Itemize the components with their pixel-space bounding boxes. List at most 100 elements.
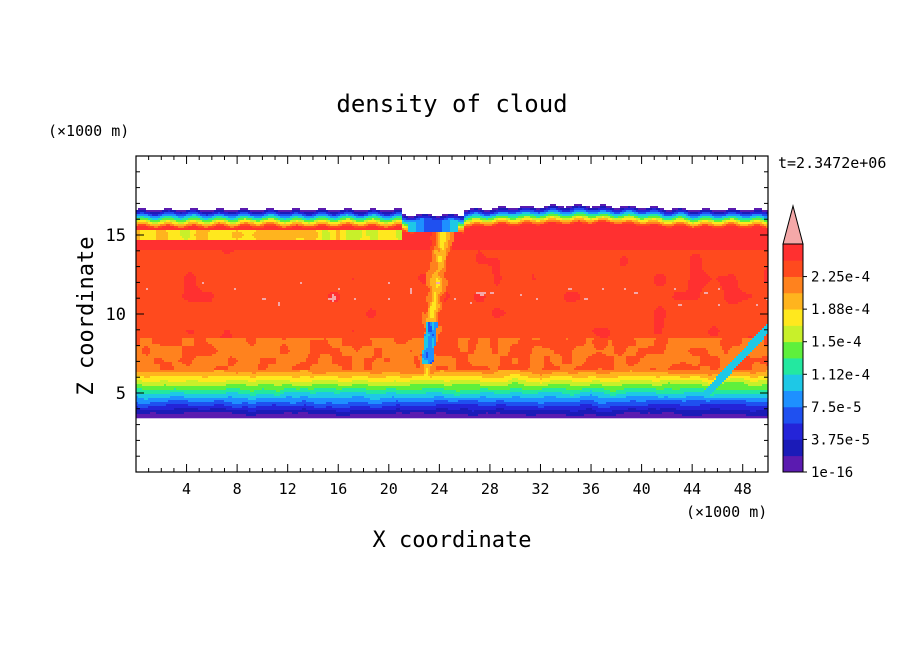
contour-cell — [426, 298, 432, 301]
contour-cell — [280, 346, 288, 349]
contour-cell — [752, 214, 762, 217]
contour-cell — [342, 216, 352, 219]
contour-cell — [512, 360, 518, 363]
contour-cell — [448, 408, 460, 411]
contour-cell — [702, 380, 714, 383]
contour-cell — [422, 356, 426, 359]
contour-cell — [518, 222, 522, 225]
contour-cell — [426, 296, 432, 299]
contour-cell — [486, 296, 564, 299]
contour-cell — [154, 360, 164, 363]
contour-cell — [136, 312, 366, 315]
contour-cell — [722, 224, 726, 227]
contour-cell — [294, 212, 298, 215]
contour-cell — [164, 384, 166, 387]
contour-cell — [230, 252, 432, 255]
x-axis-ticks: 4 8 12 16 20 24 28 32 36 40 44 48 — [148, 156, 756, 498]
contour-cell — [576, 346, 594, 349]
contour-cell — [336, 218, 340, 221]
contour-cell — [584, 298, 588, 301]
contour-cell — [734, 368, 752, 371]
contour-cell — [346, 210, 348, 213]
contour-cell — [474, 352, 492, 355]
contour-cell — [422, 318, 426, 321]
contour-cell — [258, 364, 268, 367]
contour-cell — [412, 376, 430, 379]
contour-cell — [176, 214, 186, 217]
contour-cell — [394, 208, 402, 211]
contour-cell — [150, 220, 160, 223]
contour-cell — [310, 368, 342, 371]
contour-cell — [572, 350, 614, 353]
contour-cell — [300, 370, 308, 373]
contour-cell — [216, 220, 224, 223]
contour-cell — [464, 230, 768, 233]
contour-cell — [346, 236, 362, 239]
contour-cell — [180, 232, 190, 235]
contour-cell — [296, 220, 298, 223]
contour-cell — [346, 230, 362, 233]
contour-cell — [486, 218, 488, 221]
contour-cell — [740, 214, 752, 217]
contour-cell — [756, 304, 758, 307]
contour-cell — [312, 380, 338, 383]
contour-cell — [422, 314, 428, 317]
contour-cell — [174, 388, 176, 391]
contour-cell — [530, 366, 544, 369]
contour-cell — [488, 388, 510, 391]
contour-cell — [424, 338, 428, 341]
contour-cell — [420, 218, 424, 221]
contour-cell — [698, 364, 720, 367]
contour-cell — [446, 236, 450, 239]
contour-cell — [714, 394, 768, 397]
contour-cell — [350, 218, 354, 221]
contour-cell — [436, 354, 468, 357]
contour-cell — [156, 236, 168, 239]
contour-cell — [136, 264, 430, 267]
contour-cell — [414, 232, 432, 235]
contour-cell — [636, 408, 648, 411]
contour-cell — [240, 224, 250, 227]
contour-cell — [370, 406, 382, 409]
contour-cell — [428, 286, 432, 289]
contour-cell — [422, 214, 428, 217]
contour-cell — [194, 344, 212, 347]
contour-cell — [392, 396, 394, 399]
contour-cell — [422, 322, 426, 325]
contour-cell — [434, 396, 444, 399]
contour-cell — [464, 222, 470, 225]
contour-cell — [380, 398, 768, 401]
y-axis-label: Z coordinate — [74, 237, 99, 396]
contour-cell — [382, 372, 400, 375]
contour-cell — [364, 396, 392, 399]
contour-cell — [198, 222, 204, 225]
contour-cell — [596, 414, 616, 417]
contour-cell — [548, 384, 570, 387]
contour-cell — [598, 208, 610, 211]
contour-cell — [136, 350, 142, 353]
contour-cell — [214, 210, 224, 213]
contour-cell — [420, 366, 424, 369]
contour-cell — [168, 236, 182, 239]
contour-cell — [360, 348, 374, 351]
contour-cell — [436, 368, 448, 371]
contour-cell — [690, 270, 704, 273]
contour-cell — [752, 364, 766, 367]
contour-cell — [380, 210, 394, 213]
contour-cell — [530, 364, 544, 367]
contour-cell — [590, 394, 592, 397]
contour-cell — [496, 400, 504, 403]
contour-cell — [278, 302, 280, 305]
contour-cell — [470, 338, 478, 341]
contour-cell — [296, 364, 312, 367]
contour-cell — [232, 406, 242, 409]
contour-cell — [672, 226, 688, 229]
contour-cell — [750, 356, 762, 359]
contour-cell — [212, 212, 218, 215]
contour-cell — [574, 210, 586, 213]
contour-cell — [154, 362, 172, 365]
contour-cell — [620, 212, 624, 215]
contour-cell — [374, 348, 382, 351]
contour-cell — [488, 366, 498, 369]
contour-cell — [378, 232, 396, 235]
